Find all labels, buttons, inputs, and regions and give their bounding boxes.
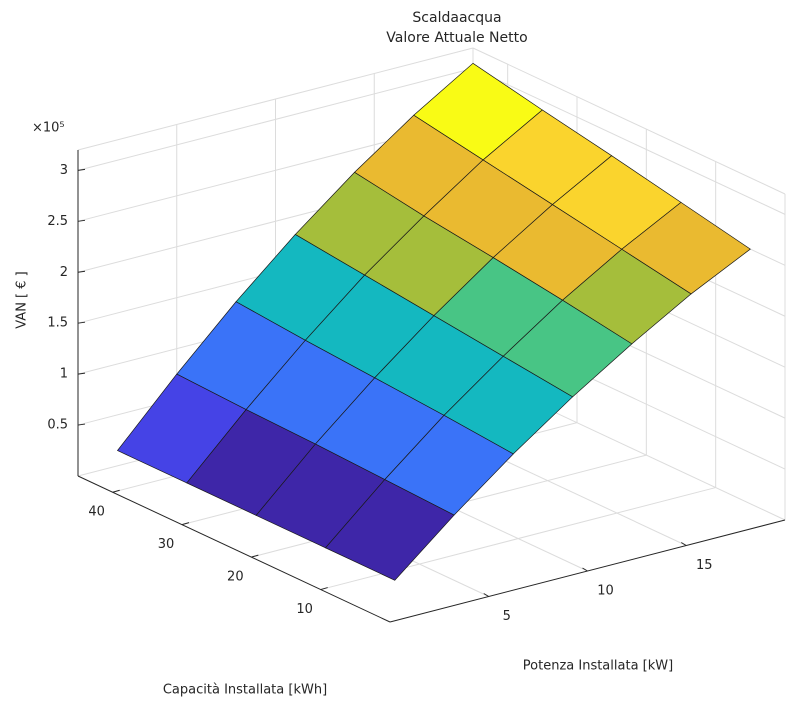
y-axis-label: Capacità Installata [kWh] — [163, 683, 327, 698]
x-axis-label: Potenza Installata [kW] — [523, 659, 673, 674]
y-tick-label: 30 — [158, 537, 175, 552]
z-tick-label: 0.5 — [47, 418, 68, 433]
y-tick-label: 20 — [227, 570, 244, 585]
z-tick-label: 1.5 — [47, 316, 68, 331]
chart-title: Valore Attuale Netto — [386, 30, 527, 46]
grid-line — [472, 67, 786, 215]
x-tick — [680, 542, 687, 546]
y-axis — [77, 475, 391, 623]
z-exponent: ×10⁵ — [32, 121, 65, 136]
x-tick — [483, 593, 490, 597]
z-tick — [77, 219, 86, 222]
chart-title: Scaldaacqua — [412, 10, 501, 26]
x-tick-label: 15 — [696, 558, 713, 573]
x-tick — [582, 567, 588, 572]
y-tick — [251, 554, 259, 558]
z-tick — [77, 372, 86, 375]
z-tick — [77, 168, 86, 171]
z-axis-label: VAN [ € ] — [15, 271, 30, 329]
x-tick-label: 10 — [597, 584, 614, 599]
y-tick-label: 40 — [88, 505, 105, 520]
box-edge — [472, 47, 786, 195]
z-tick-label: 2 — [60, 265, 68, 280]
z-tick-label: 3 — [60, 163, 68, 178]
z-tick-label: 2.5 — [47, 214, 68, 229]
y-tick-label: 10 — [296, 602, 313, 617]
z-tick — [77, 423, 86, 426]
z-tick — [77, 321, 86, 324]
y-tick — [112, 489, 120, 493]
y-tick — [320, 587, 328, 591]
surface-patch — [324, 479, 455, 581]
y-tick — [181, 522, 190, 526]
z-tick-label: 1 — [60, 367, 68, 382]
z-tick — [77, 270, 86, 273]
x-tick-label: 5 — [503, 609, 511, 624]
